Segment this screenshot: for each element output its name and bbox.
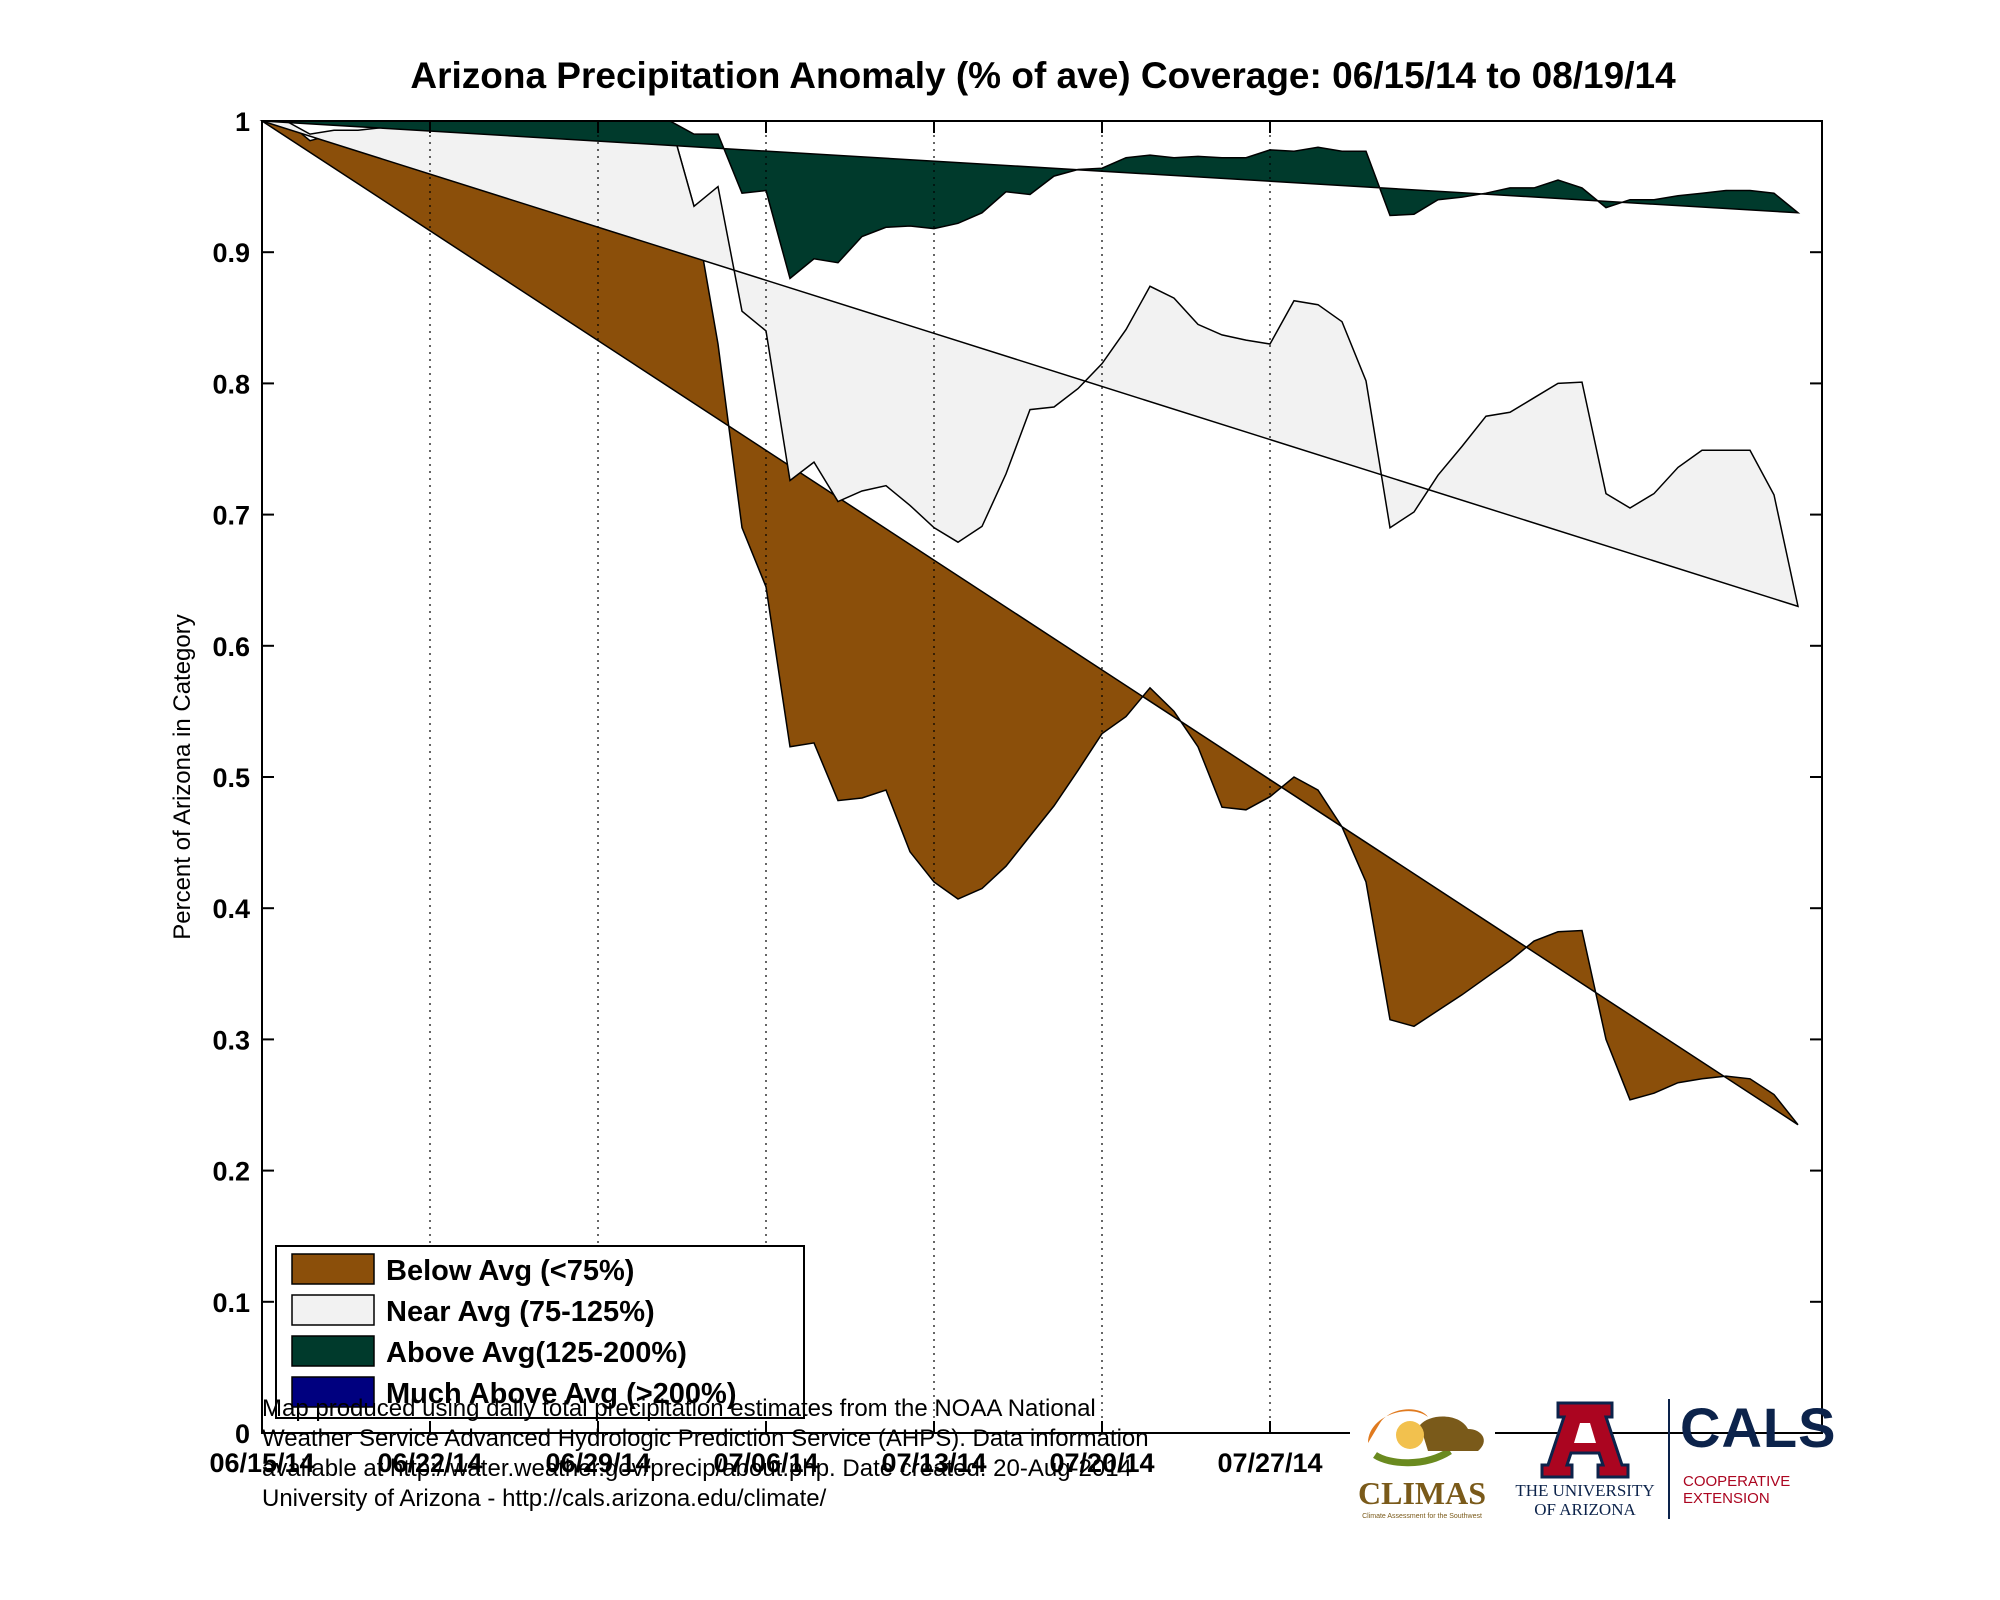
climas-name: CLIMAS [1357, 1475, 1486, 1511]
footnote-line: University of Arizona - http://cals.ariz… [262, 1485, 827, 1512]
y-axis-ticks: 0 0.1 0.2 0.3 0.4 0.5 0.6 0.7 0.8 0.9 1 [212, 107, 1822, 1449]
legend-label: Much Above Avg (>200%) [386, 1378, 737, 1410]
ua-line: OF ARIZONA [1534, 1500, 1636, 1519]
y-tick-label: 0 [235, 1419, 250, 1449]
x-tick-label: 06/22/14 [377, 1448, 482, 1478]
cals-line: COOPERATIVE [1683, 1473, 1791, 1490]
x-tick-label: 07/27/14 [1217, 1448, 1322, 1478]
y-tick-label: 1 [235, 107, 250, 137]
legend-swatch [291, 1335, 375, 1367]
area-series-0 [259, 120, 1799, 1126]
y-tick-label: 0.2 [212, 1157, 250, 1187]
area-series-group [259, 120, 1801, 1126]
x-tick-label: 07/06/14 [713, 1448, 818, 1478]
logo-divider [1668, 1399, 1670, 1519]
climas-logo-icon [1350, 1395, 1495, 1523]
footnote-line: available at http://water.weather.gov/pr… [262, 1455, 1132, 1482]
cals-line: EXTENSION [1683, 1490, 1770, 1507]
y-tick-label: 0.3 [212, 1025, 250, 1055]
university-of-arizona-name: THE UNIVERSITY OF ARIZONA [1510, 1481, 1660, 1519]
legend-swatch [291, 1376, 375, 1408]
cals-subtitle: COOPERATIVE EXTENSION [1683, 1473, 1790, 1507]
climas-subtitle: Climate Assessment for the Southwest [1362, 1513, 1482, 1520]
y-tick-label: 0.1 [212, 1288, 250, 1318]
ua-line: THE UNIVERSITY [1515, 1481, 1655, 1500]
y-tick-label: 0.7 [212, 501, 250, 531]
footnote: Map produced using daily total precipita… [262, 1394, 1362, 1514]
footnote-line: Weather Service Advanced Hydrologic Pred… [262, 1425, 1149, 1452]
legend-label: Below Avg (<75%) [386, 1255, 634, 1287]
x-tick-label: 06/29/14 [545, 1448, 650, 1478]
cals-name: CALS [1680, 1396, 1837, 1459]
vertical-gridlines [429, 121, 1271, 1433]
legend-swatch [291, 1253, 375, 1285]
x-axis-ticks: 06/15/14 06/22/14 06/29/14 07/06/14 07/13/14… [209, 121, 1323, 1478]
logo-strip: CLIMAS Climate Assessment for the Southw… [1350, 1395, 1835, 1525]
y-tick-label: 0.4 [212, 894, 250, 924]
y-axis-label: Percent of Arizona in Category [169, 614, 196, 940]
y-tick-label: 0.5 [212, 763, 250, 793]
y-tick-label: 0.8 [212, 369, 250, 399]
legend-label: Above Avg(125-200%) [386, 1337, 687, 1369]
footnote-line: Map produced using daily total precipita… [262, 1395, 1096, 1422]
x-tick-label: 06/15/14 [209, 1448, 314, 1478]
x-tick-label: 07/13/14 [881, 1448, 986, 1478]
legend: Below Avg (<75%) Near Avg (75-125%) Above … [275, 1245, 805, 1419]
legend-label: Near Avg (75-125%) [386, 1296, 655, 1328]
chart-title: Arizona Precipitation Anomaly (% of ave)… [410, 55, 1676, 96]
y-tick-label: 0.6 [212, 632, 250, 662]
university-of-arizona-logo-icon [1540, 1401, 1630, 1479]
legend-swatch [291, 1294, 375, 1326]
x-tick-label: 07/20/14 [1049, 1448, 1154, 1478]
y-tick-label: 0.9 [212, 238, 250, 268]
